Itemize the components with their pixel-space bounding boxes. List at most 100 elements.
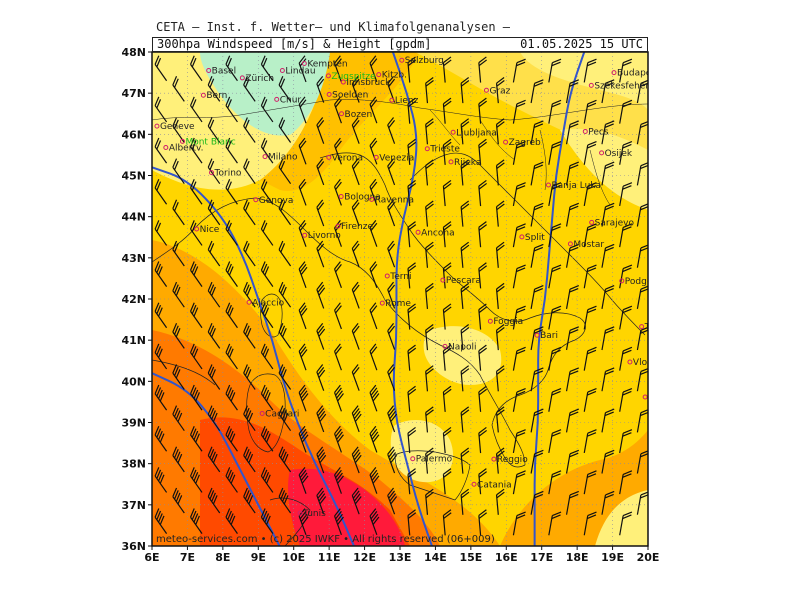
barb-feather <box>298 137 306 146</box>
barb-feather <box>569 367 579 373</box>
italy-east-coast <box>319 152 586 468</box>
barb-feather <box>352 408 360 417</box>
barb-feather <box>516 349 526 355</box>
wind-barb <box>495 324 505 351</box>
barb-feather <box>260 343 266 353</box>
wind-barb <box>442 344 452 371</box>
barb-feather <box>569 285 579 290</box>
barb-shaft <box>425 165 429 186</box>
barb-shaft <box>636 371 642 392</box>
barb-feather <box>551 514 561 520</box>
barb-feather <box>604 288 614 293</box>
barb-shaft <box>478 433 482 454</box>
wind-barb <box>298 467 309 494</box>
barb-feather <box>387 405 395 414</box>
barb-feather <box>587 387 597 393</box>
barb-feather <box>371 472 379 481</box>
barb-feather <box>407 224 417 231</box>
barb-feather <box>407 221 416 228</box>
barb-feather <box>496 409 505 417</box>
barb-feather <box>369 55 377 64</box>
barb-feather <box>551 61 561 67</box>
barb-feather <box>189 261 195 271</box>
barb-shaft <box>478 391 482 412</box>
barb-feather <box>496 406 505 414</box>
barb-feather <box>370 222 378 232</box>
barb-feather <box>154 137 160 147</box>
wind-barb <box>189 467 203 493</box>
barb-feather <box>299 469 307 479</box>
barb-shaft <box>298 104 307 124</box>
barb-feather <box>260 178 266 189</box>
city-label: Genova <box>259 196 294 206</box>
wind-barb <box>225 467 238 493</box>
barb-feather <box>516 305 526 311</box>
barb-feather <box>352 366 360 376</box>
barb-shaft <box>172 331 185 349</box>
barb-shaft <box>425 330 429 351</box>
barb-feather <box>370 469 378 479</box>
barb-shaft <box>512 309 518 330</box>
barb-feather <box>298 302 306 311</box>
barb-feather <box>586 267 597 273</box>
barb-shaft <box>548 227 553 248</box>
wind-barb <box>298 96 307 124</box>
barb-feather <box>299 346 307 355</box>
barb-feather <box>191 304 197 315</box>
barb-feather <box>193 472 199 482</box>
barb-shaft <box>495 412 499 433</box>
barb-feather <box>622 61 632 67</box>
wind-barb <box>460 77 470 104</box>
barb-feather <box>387 75 395 85</box>
barb-feather <box>552 58 562 64</box>
wind-barb <box>512 264 526 289</box>
barb-feather <box>316 117 324 126</box>
barb-shaft <box>442 227 446 248</box>
wind-barb <box>243 240 256 267</box>
barb-feather <box>478 509 487 516</box>
barb-shaft <box>619 350 624 371</box>
barb-shaft <box>172 84 185 102</box>
barb-feather <box>156 346 162 356</box>
barb-feather <box>225 302 231 312</box>
barb-feather <box>425 118 434 125</box>
barb-feather <box>298 96 306 105</box>
wind-barb <box>387 158 396 186</box>
barb-feather <box>172 405 178 415</box>
barb-feather <box>425 282 434 290</box>
lon-label: 8E <box>215 551 230 564</box>
wind-barb <box>298 137 307 165</box>
city-label: Catania <box>477 480 512 490</box>
wind-barb <box>369 302 378 330</box>
city-marker <box>487 318 493 324</box>
barb-shaft <box>334 186 342 206</box>
barb-feather <box>478 347 487 355</box>
barb-feather <box>587 58 597 64</box>
city-label: Lindau <box>285 67 315 77</box>
barb-shaft <box>172 372 185 390</box>
barb-feather <box>569 243 579 249</box>
barb-shaft <box>334 392 342 412</box>
barb-feather <box>225 55 231 65</box>
wind-barb <box>583 305 597 330</box>
barb-shaft <box>548 350 553 371</box>
barb-feather <box>551 390 561 396</box>
lon-label: 16E <box>495 551 518 564</box>
wind-barb <box>154 220 168 246</box>
barb-feather <box>227 181 232 191</box>
barb-feather <box>552 223 562 228</box>
barb-feather <box>174 78 179 88</box>
barb-feather <box>301 475 309 484</box>
barb-feather <box>317 325 325 334</box>
barb-feather <box>156 99 162 109</box>
barb-feather <box>227 140 232 150</box>
barb-feather <box>260 261 266 271</box>
barb-feather <box>299 387 307 396</box>
barb-shaft <box>442 62 446 83</box>
barb-shaft <box>298 515 307 536</box>
barb-feather <box>177 495 183 505</box>
barb-feather <box>587 511 597 517</box>
barb-feather <box>460 159 470 167</box>
barb-shaft <box>495 330 499 351</box>
barb-feather <box>461 368 470 375</box>
